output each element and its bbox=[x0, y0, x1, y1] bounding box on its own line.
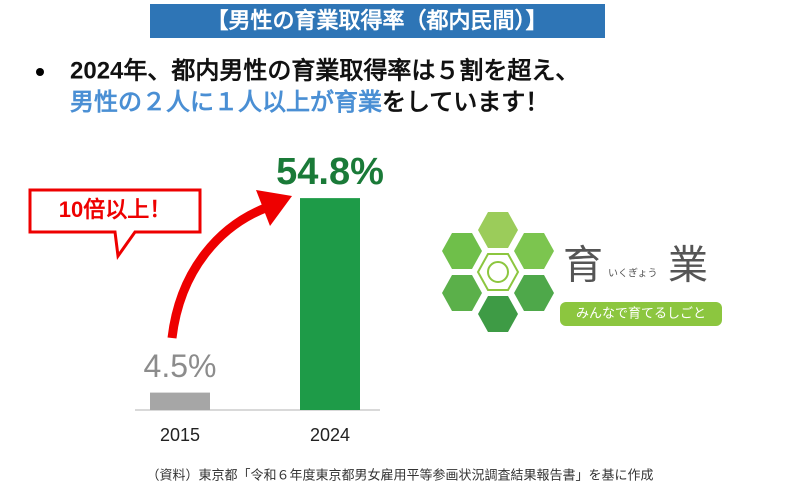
bullet-line: 2024年、都内男性の育業取得率は５割を超え、 bbox=[70, 56, 579, 84]
highlight: 男性の２人に１人以上が育業 bbox=[70, 88, 382, 116]
logo-band bbox=[560, 302, 722, 326]
x-tick-label: 2024 bbox=[310, 425, 350, 445]
arrow bbox=[167, 202, 270, 339]
arrow-head bbox=[256, 190, 292, 226]
source: （資料）東京都「令和６年度東京都男女雇用平等参画状況調査結果報告書」を基に作成 bbox=[146, 467, 653, 482]
title: 【男性の育業取得率（都内民間）】 bbox=[206, 8, 547, 33]
logo: 育 いくぎょう 業 みんなで育てるしごと bbox=[442, 212, 722, 332]
logo-tagline: みんなで育てるしごと bbox=[576, 305, 706, 320]
logo-text: 育 bbox=[563, 244, 603, 288]
bullet bbox=[36, 68, 44, 76]
callout bbox=[28, 188, 202, 261]
text: をしています！ bbox=[382, 89, 549, 116]
value-label: 4.5% bbox=[144, 348, 217, 384]
bar bbox=[300, 198, 360, 410]
bar bbox=[150, 392, 210, 410]
x-tick-label: 2015 bbox=[160, 425, 200, 445]
logo-text: 業 bbox=[668, 244, 708, 288]
logo-reading: いくぎょう bbox=[608, 267, 658, 280]
annotation: 10倍以上！ bbox=[59, 197, 171, 222]
title-box bbox=[150, 4, 605, 38]
bullet-line: 男性の２人に１人以上が育業をしています！ bbox=[70, 88, 549, 116]
value-label: 54.8% bbox=[276, 151, 384, 193]
